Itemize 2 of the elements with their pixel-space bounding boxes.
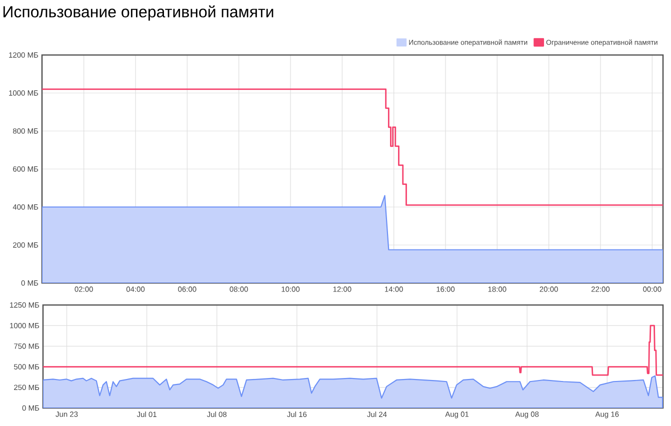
line-series: [42, 88, 664, 206]
chart-title: Использование оперативной памяти: [4, 5, 274, 21]
